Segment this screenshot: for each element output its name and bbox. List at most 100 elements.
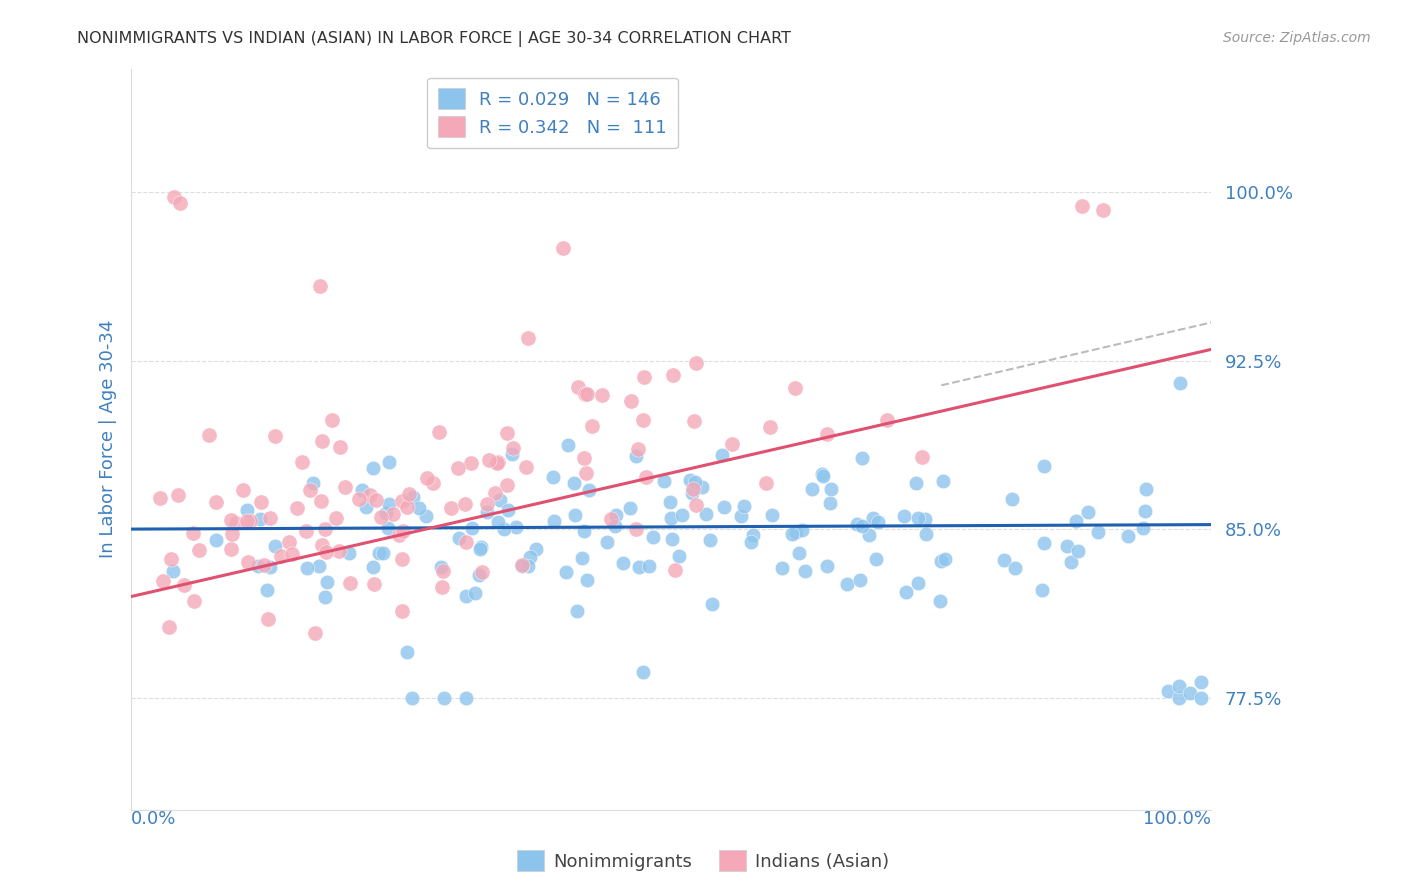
Point xyxy=(572,524,595,538)
Point xyxy=(600,512,623,526)
Point xyxy=(349,492,371,507)
Point xyxy=(489,493,512,508)
Point xyxy=(502,441,524,455)
Point xyxy=(361,560,384,574)
Point xyxy=(205,495,228,509)
Point xyxy=(285,501,308,516)
Point xyxy=(519,549,541,564)
Point xyxy=(495,478,517,492)
Point xyxy=(894,584,917,599)
Point xyxy=(557,438,579,452)
Point xyxy=(849,573,872,587)
Point xyxy=(554,565,576,579)
Point xyxy=(794,564,817,578)
Point xyxy=(350,483,373,497)
Point xyxy=(683,475,706,489)
Point xyxy=(447,461,470,475)
Point xyxy=(624,523,647,537)
Point xyxy=(250,495,273,509)
Point xyxy=(219,512,242,526)
Point xyxy=(225,516,247,530)
Point xyxy=(149,491,172,505)
Point xyxy=(516,330,538,344)
Point xyxy=(562,476,585,491)
Point xyxy=(510,558,533,573)
Point xyxy=(505,520,527,534)
Point xyxy=(422,475,444,490)
Point xyxy=(1178,686,1201,700)
Point xyxy=(928,594,950,608)
Point xyxy=(1004,561,1026,575)
Point xyxy=(314,522,336,536)
Point xyxy=(785,381,807,395)
Point xyxy=(682,414,704,428)
Point xyxy=(785,524,807,539)
Point xyxy=(299,483,322,498)
Point xyxy=(668,549,690,564)
Point xyxy=(1168,679,1191,693)
Point xyxy=(733,499,755,513)
Point xyxy=(1064,514,1087,528)
Point xyxy=(934,552,956,566)
Point xyxy=(659,510,682,524)
Point xyxy=(1087,525,1109,540)
Point xyxy=(433,690,456,705)
Point xyxy=(820,496,842,510)
Point xyxy=(671,508,693,522)
Point xyxy=(328,544,350,558)
Point xyxy=(1116,529,1139,543)
Point xyxy=(395,500,418,514)
Point xyxy=(742,528,765,542)
Point xyxy=(993,552,1015,566)
Point xyxy=(581,419,603,434)
Point xyxy=(543,514,565,528)
Point xyxy=(157,620,180,634)
Point xyxy=(235,514,257,528)
Point xyxy=(309,494,332,508)
Point xyxy=(449,532,471,546)
Point xyxy=(664,563,686,577)
Point xyxy=(553,241,575,255)
Point xyxy=(633,665,655,679)
Point xyxy=(620,393,643,408)
Point xyxy=(391,551,413,566)
Point xyxy=(152,574,174,588)
Point xyxy=(309,279,332,293)
Point xyxy=(865,552,887,566)
Point xyxy=(572,450,595,465)
Point xyxy=(430,580,453,594)
Point xyxy=(578,483,600,497)
Point xyxy=(371,546,394,560)
Point xyxy=(401,690,423,705)
Point xyxy=(456,589,478,603)
Point xyxy=(721,437,744,451)
Point xyxy=(770,560,793,574)
Point xyxy=(359,487,381,501)
Point xyxy=(464,586,486,600)
Point xyxy=(477,505,499,519)
Point xyxy=(634,470,657,484)
Point xyxy=(485,456,508,470)
Point xyxy=(1135,504,1157,518)
Point xyxy=(761,508,783,523)
Point xyxy=(264,428,287,442)
Point xyxy=(377,521,399,535)
Point xyxy=(484,486,506,500)
Point xyxy=(221,527,243,541)
Point xyxy=(486,454,509,468)
Point xyxy=(837,577,859,591)
Point xyxy=(361,460,384,475)
Point xyxy=(699,533,721,547)
Point xyxy=(811,467,834,481)
Point xyxy=(181,525,204,540)
Point xyxy=(453,497,475,511)
Point xyxy=(239,514,262,528)
Point xyxy=(571,550,593,565)
Point xyxy=(1056,540,1078,554)
Point xyxy=(681,485,703,500)
Point xyxy=(325,511,347,525)
Point xyxy=(162,564,184,578)
Point xyxy=(682,482,704,496)
Point xyxy=(163,189,186,203)
Point xyxy=(911,450,934,464)
